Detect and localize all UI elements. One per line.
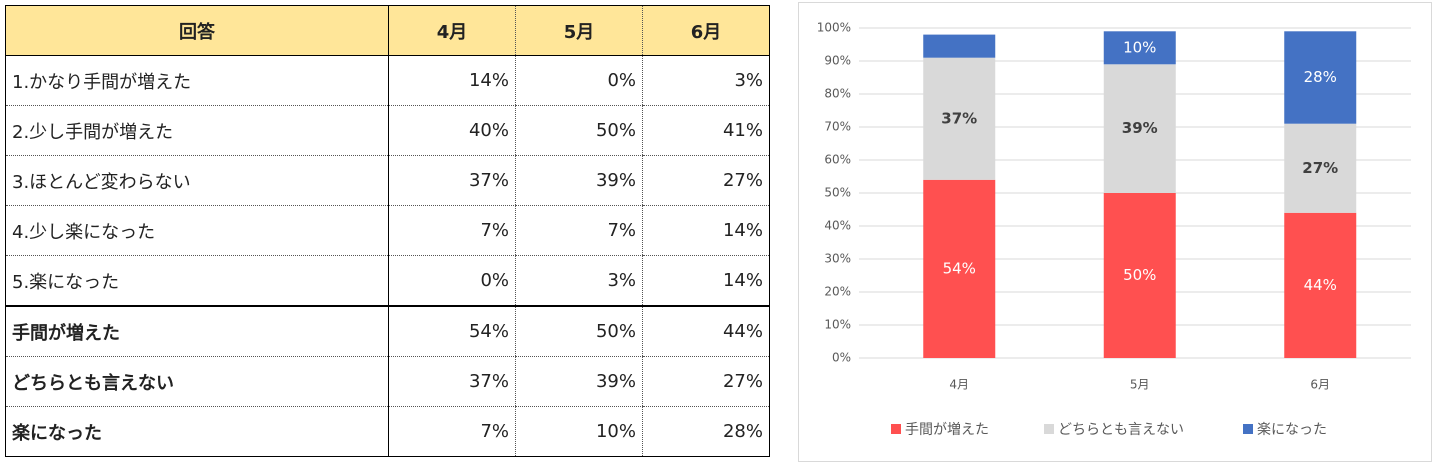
table-cell: 27%	[642, 155, 770, 206]
table-row: 2.少し手間が増えた 40% 50% 41%	[5, 105, 770, 156]
table-cell: 37%	[388, 155, 516, 206]
table-cell: 7%	[515, 205, 643, 256]
table-cell: 50%	[515, 105, 643, 156]
bar-segment	[1103, 31, 1176, 65]
bar-segment	[1284, 212, 1357, 358]
table-cell: 10%	[515, 406, 643, 457]
y-tick-label: 80%	[824, 87, 851, 101]
x-tick-label: 4月	[949, 378, 969, 392]
x-tick-label: 5月	[1130, 378, 1150, 392]
table-cell: 5月	[515, 5, 643, 56]
y-tick-label: 30%	[824, 252, 851, 266]
bar-segment	[1284, 31, 1357, 124]
table-row: 回答 4月 5月 6月	[5, 5, 770, 56]
table-cell: どちらとも言えない	[5, 356, 389, 407]
bar-segment	[1103, 193, 1176, 358]
legend-swatch	[1243, 424, 1253, 434]
table-cell: 14%	[388, 55, 516, 106]
legend-label: 楽になった	[1257, 422, 1327, 438]
table-row: 3.ほとんど変わらない 37% 39% 27%	[5, 155, 770, 206]
y-tick-label: 60%	[824, 153, 851, 167]
table-row: 1.かなり手間が増えた 14% 0% 3%	[5, 55, 770, 106]
y-tick-label: 10%	[824, 318, 851, 332]
table-cell: 1.かなり手間が増えた	[5, 55, 389, 106]
table-row: 4.少し楽になった 7% 7% 14%	[5, 205, 770, 256]
table-cell: 4月	[388, 5, 516, 56]
y-tick-label: 90%	[824, 54, 851, 68]
table-cell: 3%	[515, 255, 643, 307]
legend-label: どちらとも言えない	[1058, 422, 1184, 438]
table-cell: 41%	[642, 105, 770, 156]
table-cell: 6月	[642, 5, 770, 56]
table-cell: 44%	[642, 305, 770, 357]
data-table: 回答 4月 5月 6月 1.かなり手間が増えた 14% 0% 3% 2.少し手間が増えた 40% 5…	[5, 5, 770, 457]
y-tick-label: 0%	[832, 351, 851, 365]
bar-segment	[1284, 123, 1357, 213]
legend-swatch	[891, 424, 901, 434]
y-tick-label: 50%	[824, 186, 851, 200]
data-label: 27%	[1302, 159, 1338, 177]
bar-segment	[923, 34, 996, 58]
table-cell: 7%	[388, 205, 516, 256]
x-tick-label: 6月	[1310, 378, 1330, 392]
chart: 0% 10% 20% 30% 40% 50% 60% 70% 80% 90% 100% 4月 54% 37…	[817, 21, 1411, 438]
table-row: どちらとも言えない 37% 39% 27%	[5, 356, 770, 407]
y-tick-label: 100%	[817, 21, 851, 35]
table-cell: 3.ほとんど変わらない	[5, 155, 389, 206]
bar-segment	[923, 179, 996, 358]
table-cell: 37%	[388, 356, 516, 407]
table-cell: 0%	[515, 55, 643, 106]
chart-panel: 0% 10% 20% 30% 40% 50% 60% 70% 80% 90% 100% 4月 54% 37…	[798, 2, 1432, 462]
table-cell: 回答	[5, 5, 389, 56]
bar-segment	[923, 57, 996, 180]
table-cell: 39%	[515, 155, 643, 206]
y-tick-label: 40%	[824, 219, 851, 233]
legend-swatch	[1044, 424, 1054, 434]
data-label: 28%	[1304, 68, 1337, 86]
data-label: 50%	[1123, 266, 1156, 284]
table-row: 5.楽になった 0% 3% 14%	[5, 255, 770, 307]
table-cell: 2.少し手間が増えた	[5, 105, 389, 156]
data-label: 39%	[1122, 119, 1158, 137]
table-cell: 楽になった	[5, 406, 389, 457]
bar-segment	[1103, 64, 1176, 193]
table-cell: 40%	[388, 105, 516, 156]
data-label: 54%	[943, 259, 976, 277]
data-label: 10%	[1123, 38, 1156, 56]
table-cell: 14%	[642, 205, 770, 256]
table-cell: 50%	[515, 305, 643, 357]
table-cell: 手間が増えた	[5, 305, 389, 357]
table-cell: 14%	[642, 255, 770, 307]
table-row: 楽になった 7% 10% 28%	[5, 406, 770, 457]
table-cell: 7%	[388, 406, 516, 457]
y-tick-label: 70%	[824, 120, 851, 134]
table-cell: 28%	[642, 406, 770, 457]
data-label: 44%	[1304, 276, 1337, 294]
table-cell: 39%	[515, 356, 643, 407]
legend-label: 手間が増えた	[905, 422, 989, 438]
table-cell: 3%	[642, 55, 770, 106]
table-row: 手間が増えた 54% 50% 44%	[5, 305, 770, 357]
table-cell: 54%	[388, 305, 516, 357]
table-cell: 27%	[642, 356, 770, 407]
table-cell: 4.少し楽になった	[5, 205, 389, 256]
y-tick-label: 20%	[824, 285, 851, 299]
data-label: 37%	[941, 109, 977, 127]
table-cell: 5.楽になった	[5, 255, 389, 307]
table-cell: 0%	[388, 255, 516, 307]
